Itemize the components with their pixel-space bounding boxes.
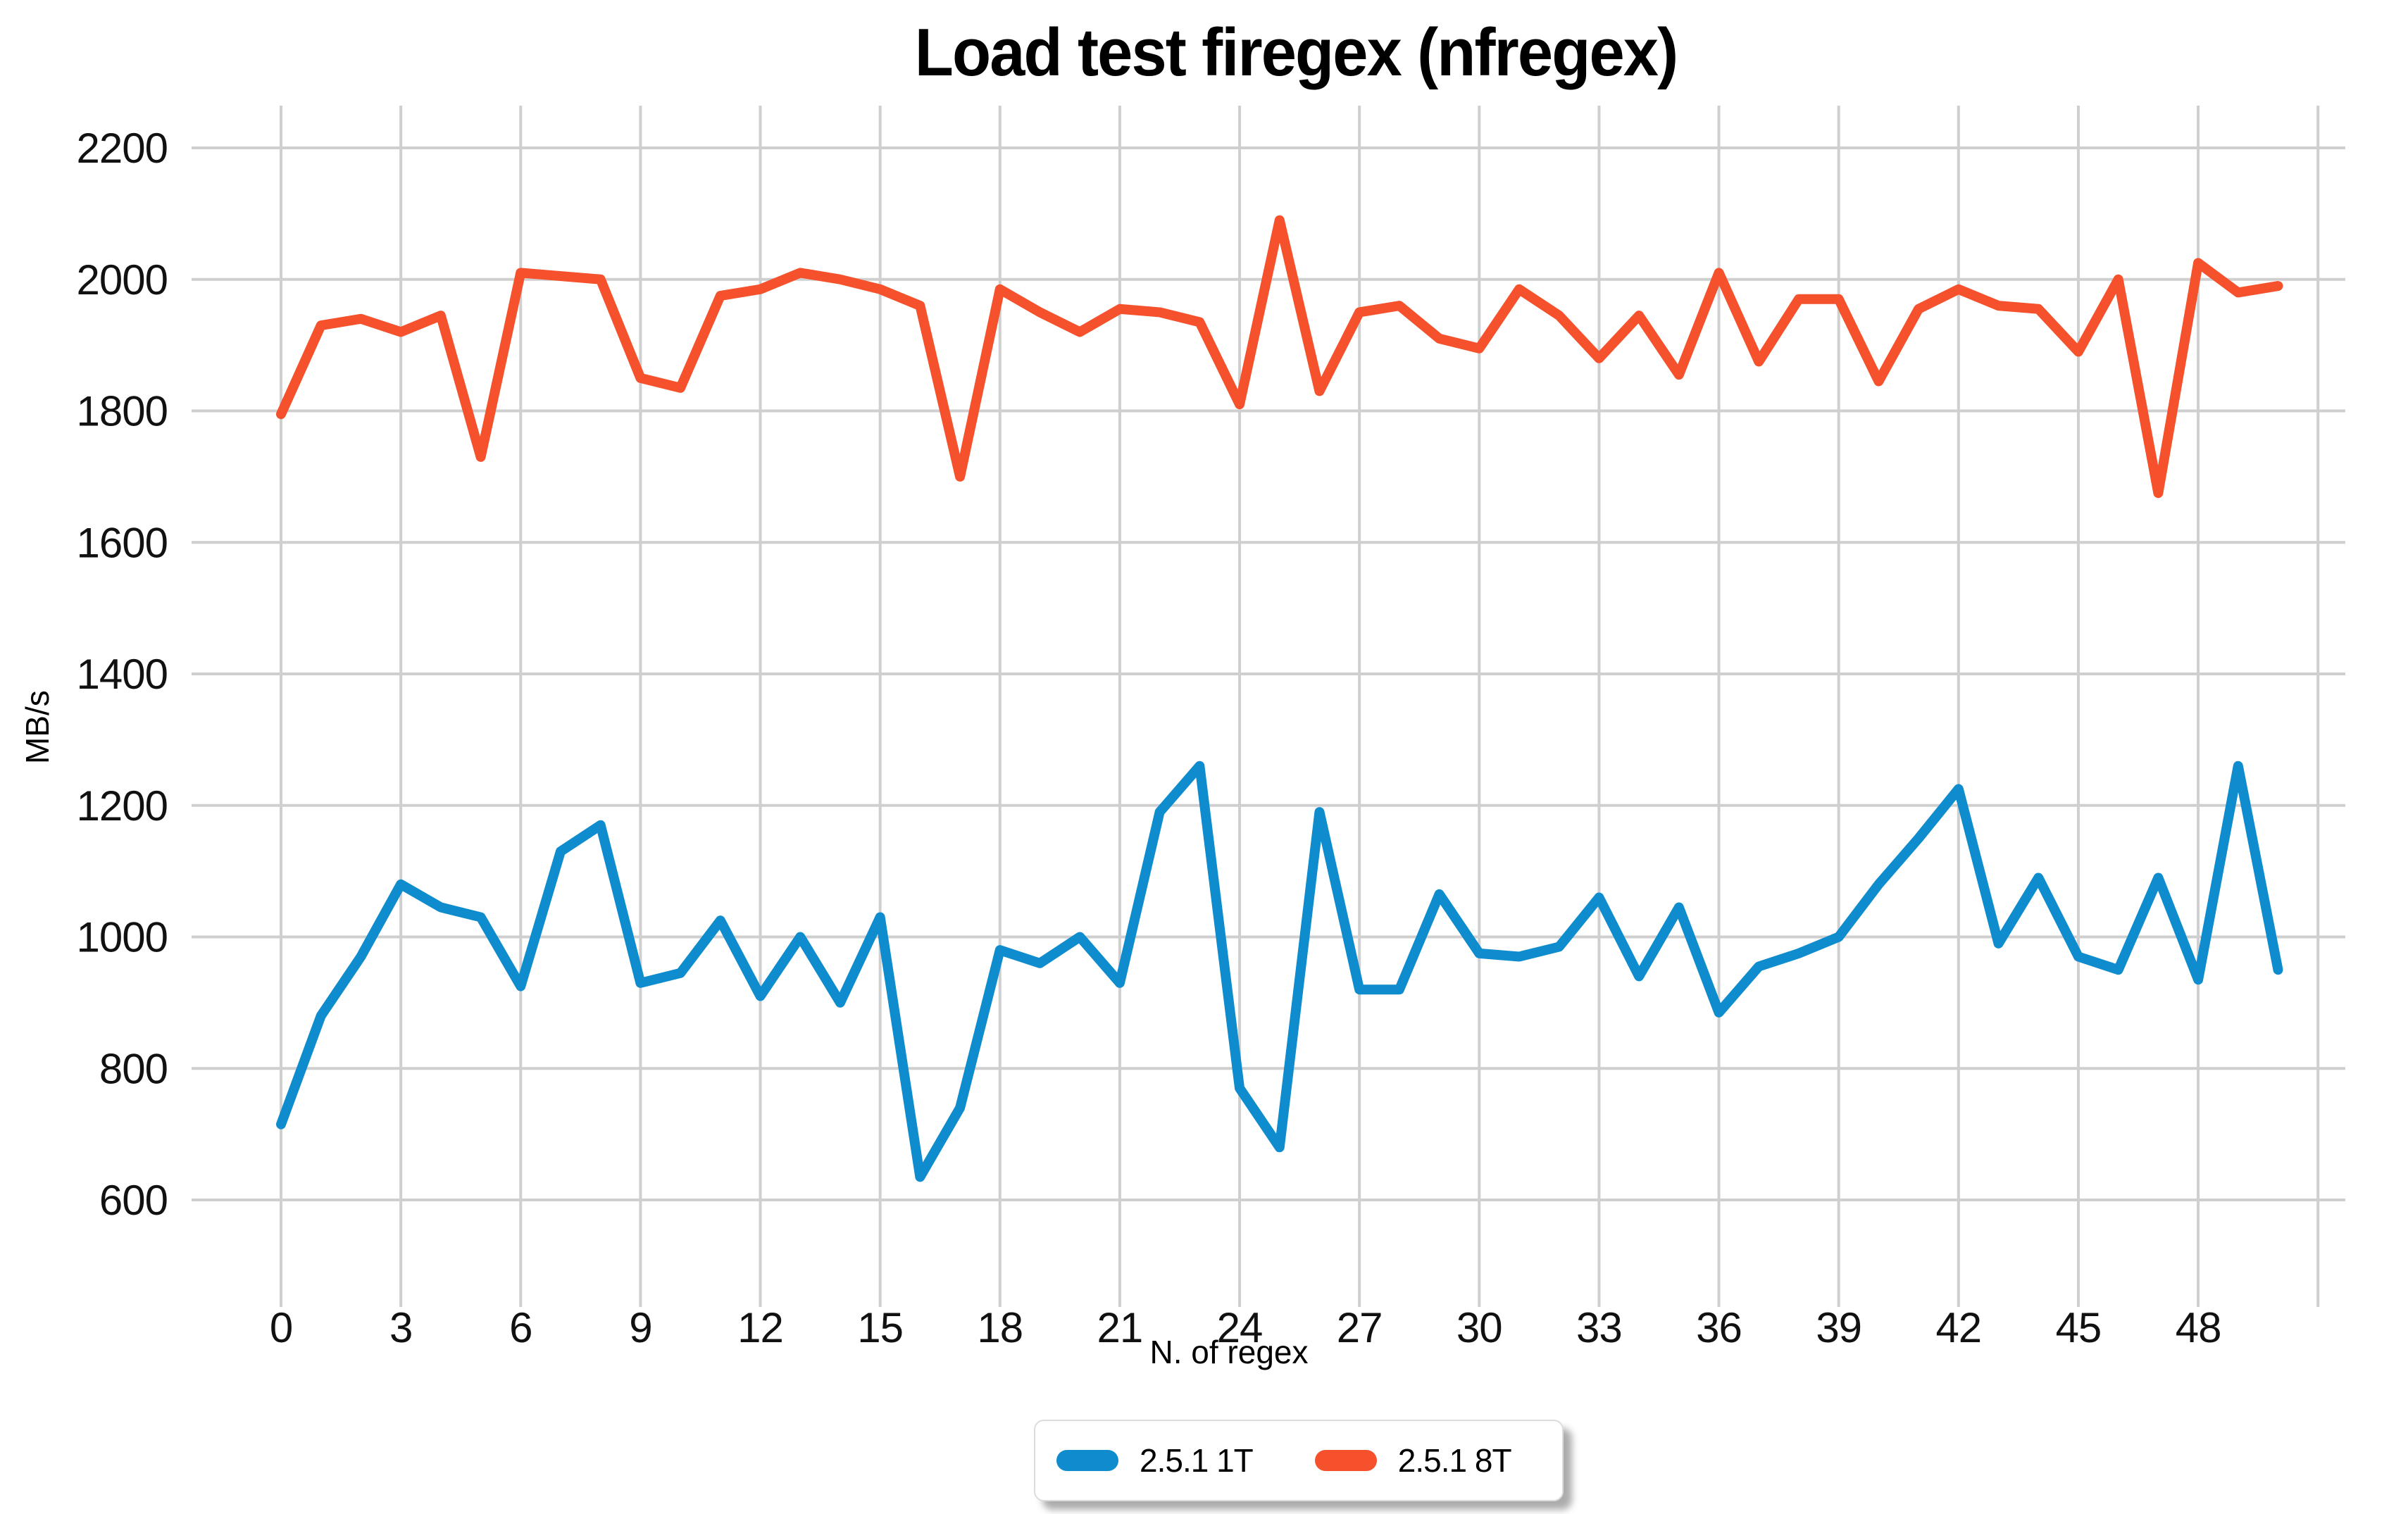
svg-text:30: 30	[1456, 1304, 1502, 1351]
svg-text:27: 27	[1337, 1304, 1383, 1351]
svg-text:1800: 1800	[77, 388, 168, 435]
series-line-2-5-1-1t	[276, 761, 2283, 1182]
svg-text:800: 800	[99, 1045, 168, 1092]
x-axis-title: N. of regex	[1149, 1334, 1309, 1370]
svg-text:39: 39	[1816, 1304, 1861, 1351]
legend-item-2-5-1-8t: 2.5.1 8T	[1314, 1441, 1512, 1479]
series-line-2-5-1-8t	[276, 215, 2283, 499]
svg-text:2200: 2200	[77, 125, 168, 172]
svg-text:45: 45	[2056, 1304, 2102, 1351]
svg-text:48: 48	[2176, 1304, 2221, 1351]
legend-label-2-5-1-1t: 2.5.1 1T	[1140, 1442, 1254, 1479]
svg-text:24: 24	[1217, 1304, 1263, 1351]
legend-label-2-5-1-8t: 2.5.1 8T	[1397, 1442, 1512, 1479]
svg-text:42: 42	[1935, 1304, 1981, 1351]
svg-text:9: 9	[629, 1304, 651, 1351]
svg-text:6: 6	[509, 1304, 532, 1351]
svg-text:0: 0	[270, 1304, 292, 1351]
y-tick-labels: 600 800 1000 1200 1400 1600 1800 2000 2200	[77, 125, 168, 1224]
svg-text:15: 15	[857, 1304, 903, 1351]
svg-text:21: 21	[1097, 1304, 1143, 1351]
svg-text:12: 12	[737, 1304, 783, 1351]
svg-text:18: 18	[977, 1304, 1023, 1351]
svg-text:2000: 2000	[77, 256, 168, 304]
legend-item-2-5-1-1t: 2.5.1 1T	[1056, 1441, 1254, 1479]
svg-text:1000: 1000	[77, 914, 168, 961]
legend-swatch-2-5-1-8t	[1314, 1450, 1377, 1471]
chart-title: Load test firegex (nfregex)	[914, 15, 1678, 90]
legend-swatch-2-5-1-1t	[1056, 1450, 1118, 1471]
svg-text:600: 600	[99, 1177, 168, 1224]
svg-text:1600: 1600	[77, 519, 168, 566]
svg-text:36: 36	[1696, 1304, 1742, 1351]
vertical-gridlines	[280, 106, 2320, 1307]
svg-text:1400: 1400	[77, 651, 168, 698]
svg-text:3: 3	[389, 1304, 412, 1351]
x-tick-labels: 0 3 6 9 12 15 18 21 24 27 30 33 36 39 42 45 48	[270, 1304, 2222, 1351]
legend: 2.5.1 1T 2.5.1 8T	[1034, 1420, 1564, 1501]
svg-text:33: 33	[1576, 1304, 1622, 1351]
svg-text:1200: 1200	[77, 782, 168, 830]
